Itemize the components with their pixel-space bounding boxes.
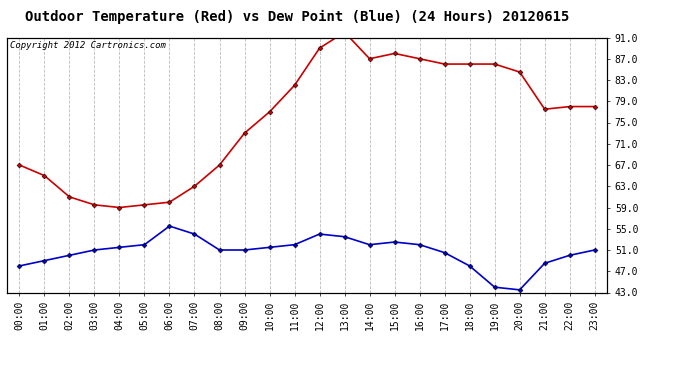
Text: Copyright 2012 Cartronics.com: Copyright 2012 Cartronics.com — [10, 41, 166, 50]
Text: Outdoor Temperature (Red) vs Dew Point (Blue) (24 Hours) 20120615: Outdoor Temperature (Red) vs Dew Point (… — [25, 9, 569, 24]
